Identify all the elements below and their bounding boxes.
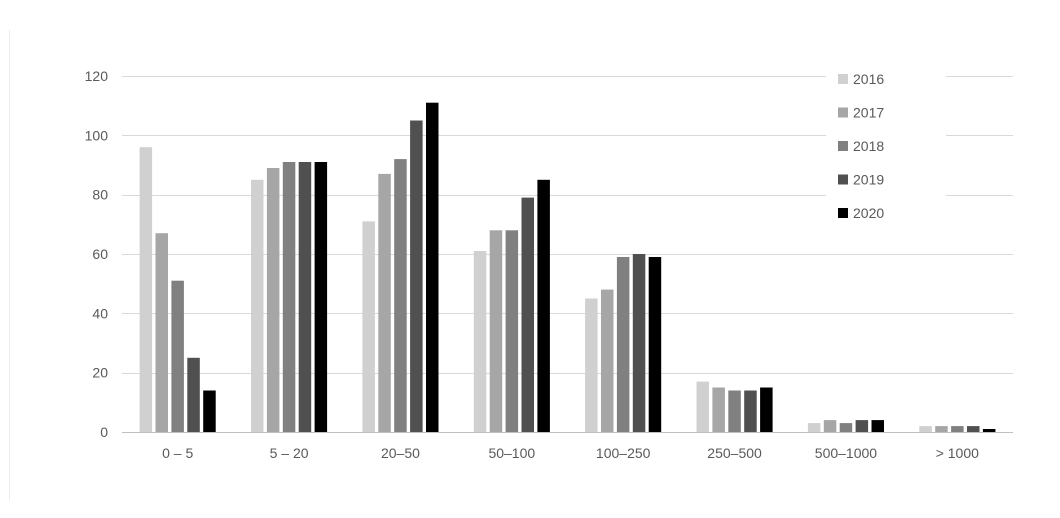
legend-swatch-2017 — [838, 107, 848, 118]
legend-swatch-2019 — [838, 174, 848, 185]
x-tick-label: 20–50 — [381, 445, 420, 461]
bar-2020-0 — [203, 390, 216, 432]
legend-label-2016: 2016 — [853, 71, 884, 87]
legend-label-2017: 2017 — [853, 105, 884, 121]
y-axis-tick-labels: 0 20 40 60 80 100 120 — [85, 68, 109, 440]
bar-2020-4 — [648, 257, 662, 432]
bar-2018-1 — [282, 162, 296, 432]
x-tick-label: 500–1000 — [815, 445, 878, 461]
bar-2018-3 — [505, 230, 519, 432]
bar-2020-7 — [982, 429, 996, 432]
bars — [139, 102, 996, 432]
x-tick-label: 100–250 — [596, 445, 651, 461]
bar-2019-7 — [967, 426, 980, 432]
bar-2017-2 — [378, 173, 391, 432]
y-tick-label: 0 — [100, 424, 108, 440]
bar-2016-4 — [585, 298, 598, 432]
bar-2020-3 — [537, 179, 550, 432]
y-tick-label: 60 — [92, 246, 108, 262]
bar-2020-2 — [426, 102, 439, 432]
bar-2016-7 — [919, 426, 932, 432]
bar-2016-2 — [362, 221, 375, 432]
bar-2017-6 — [823, 420, 837, 432]
y-tick-label: 40 — [92, 305, 108, 321]
bar-2019-4 — [632, 254, 646, 432]
bar-2019-6 — [855, 420, 869, 432]
x-tick-label: 50–100 — [488, 445, 535, 461]
bar-2018-7 — [951, 426, 964, 432]
x-tick-label: > 1000 — [936, 445, 979, 461]
bar-2020-6 — [871, 420, 884, 432]
y-tick-label: 120 — [85, 68, 109, 84]
bar-2017-0 — [155, 233, 168, 432]
bar-2016-3 — [473, 251, 487, 432]
y-tick-label: 20 — [92, 365, 108, 381]
bar-2019-2 — [410, 120, 423, 432]
bar-2018-0 — [171, 280, 184, 432]
bar-2016-1 — [251, 179, 264, 432]
bar-2019-5 — [744, 390, 757, 432]
x-axis-tick-labels: 0 – 5 5 – 20 20–50 50–100 100–250 250–500 500–… — [162, 445, 979, 461]
bar-2020-1 — [314, 162, 328, 432]
x-tick-label: 0 – 5 — [162, 445, 193, 461]
legend-label-2019: 2019 — [853, 172, 884, 188]
bar-2018-2 — [394, 159, 407, 432]
legend-swatch-2020 — [838, 208, 848, 218]
x-tick-label: 5 – 20 — [270, 445, 309, 461]
bar-2018-6 — [839, 423, 853, 432]
bar-2018-5 — [728, 390, 741, 432]
bar-2017-1 — [266, 168, 280, 432]
bar-2019-0 — [187, 357, 200, 432]
bar-2017-7 — [935, 426, 948, 432]
bar-2016-5 — [696, 381, 709, 432]
legend-swatch-2016 — [838, 74, 848, 84]
y-tick-label: 80 — [92, 187, 108, 203]
bar-2017-4 — [601, 289, 614, 432]
bar-2016-0 — [139, 147, 153, 432]
legend-swatch-2018 — [838, 141, 848, 151]
bar-2020-5 — [760, 387, 773, 432]
legend: 2016 2017 2018 2019 2020 — [838, 71, 884, 221]
x-tick-label: 250–500 — [707, 445, 762, 461]
bar-2017-5 — [712, 387, 725, 432]
legend-label-2020: 2020 — [853, 205, 884, 221]
bar-2019-1 — [298, 162, 312, 432]
bar-2017-3 — [489, 230, 503, 432]
bar-2019-3 — [521, 197, 534, 432]
legend-label-2018: 2018 — [853, 138, 884, 154]
bar-2016-6 — [807, 423, 821, 432]
y-tick-label: 100 — [85, 127, 109, 143]
bar-2018-4 — [616, 257, 630, 432]
